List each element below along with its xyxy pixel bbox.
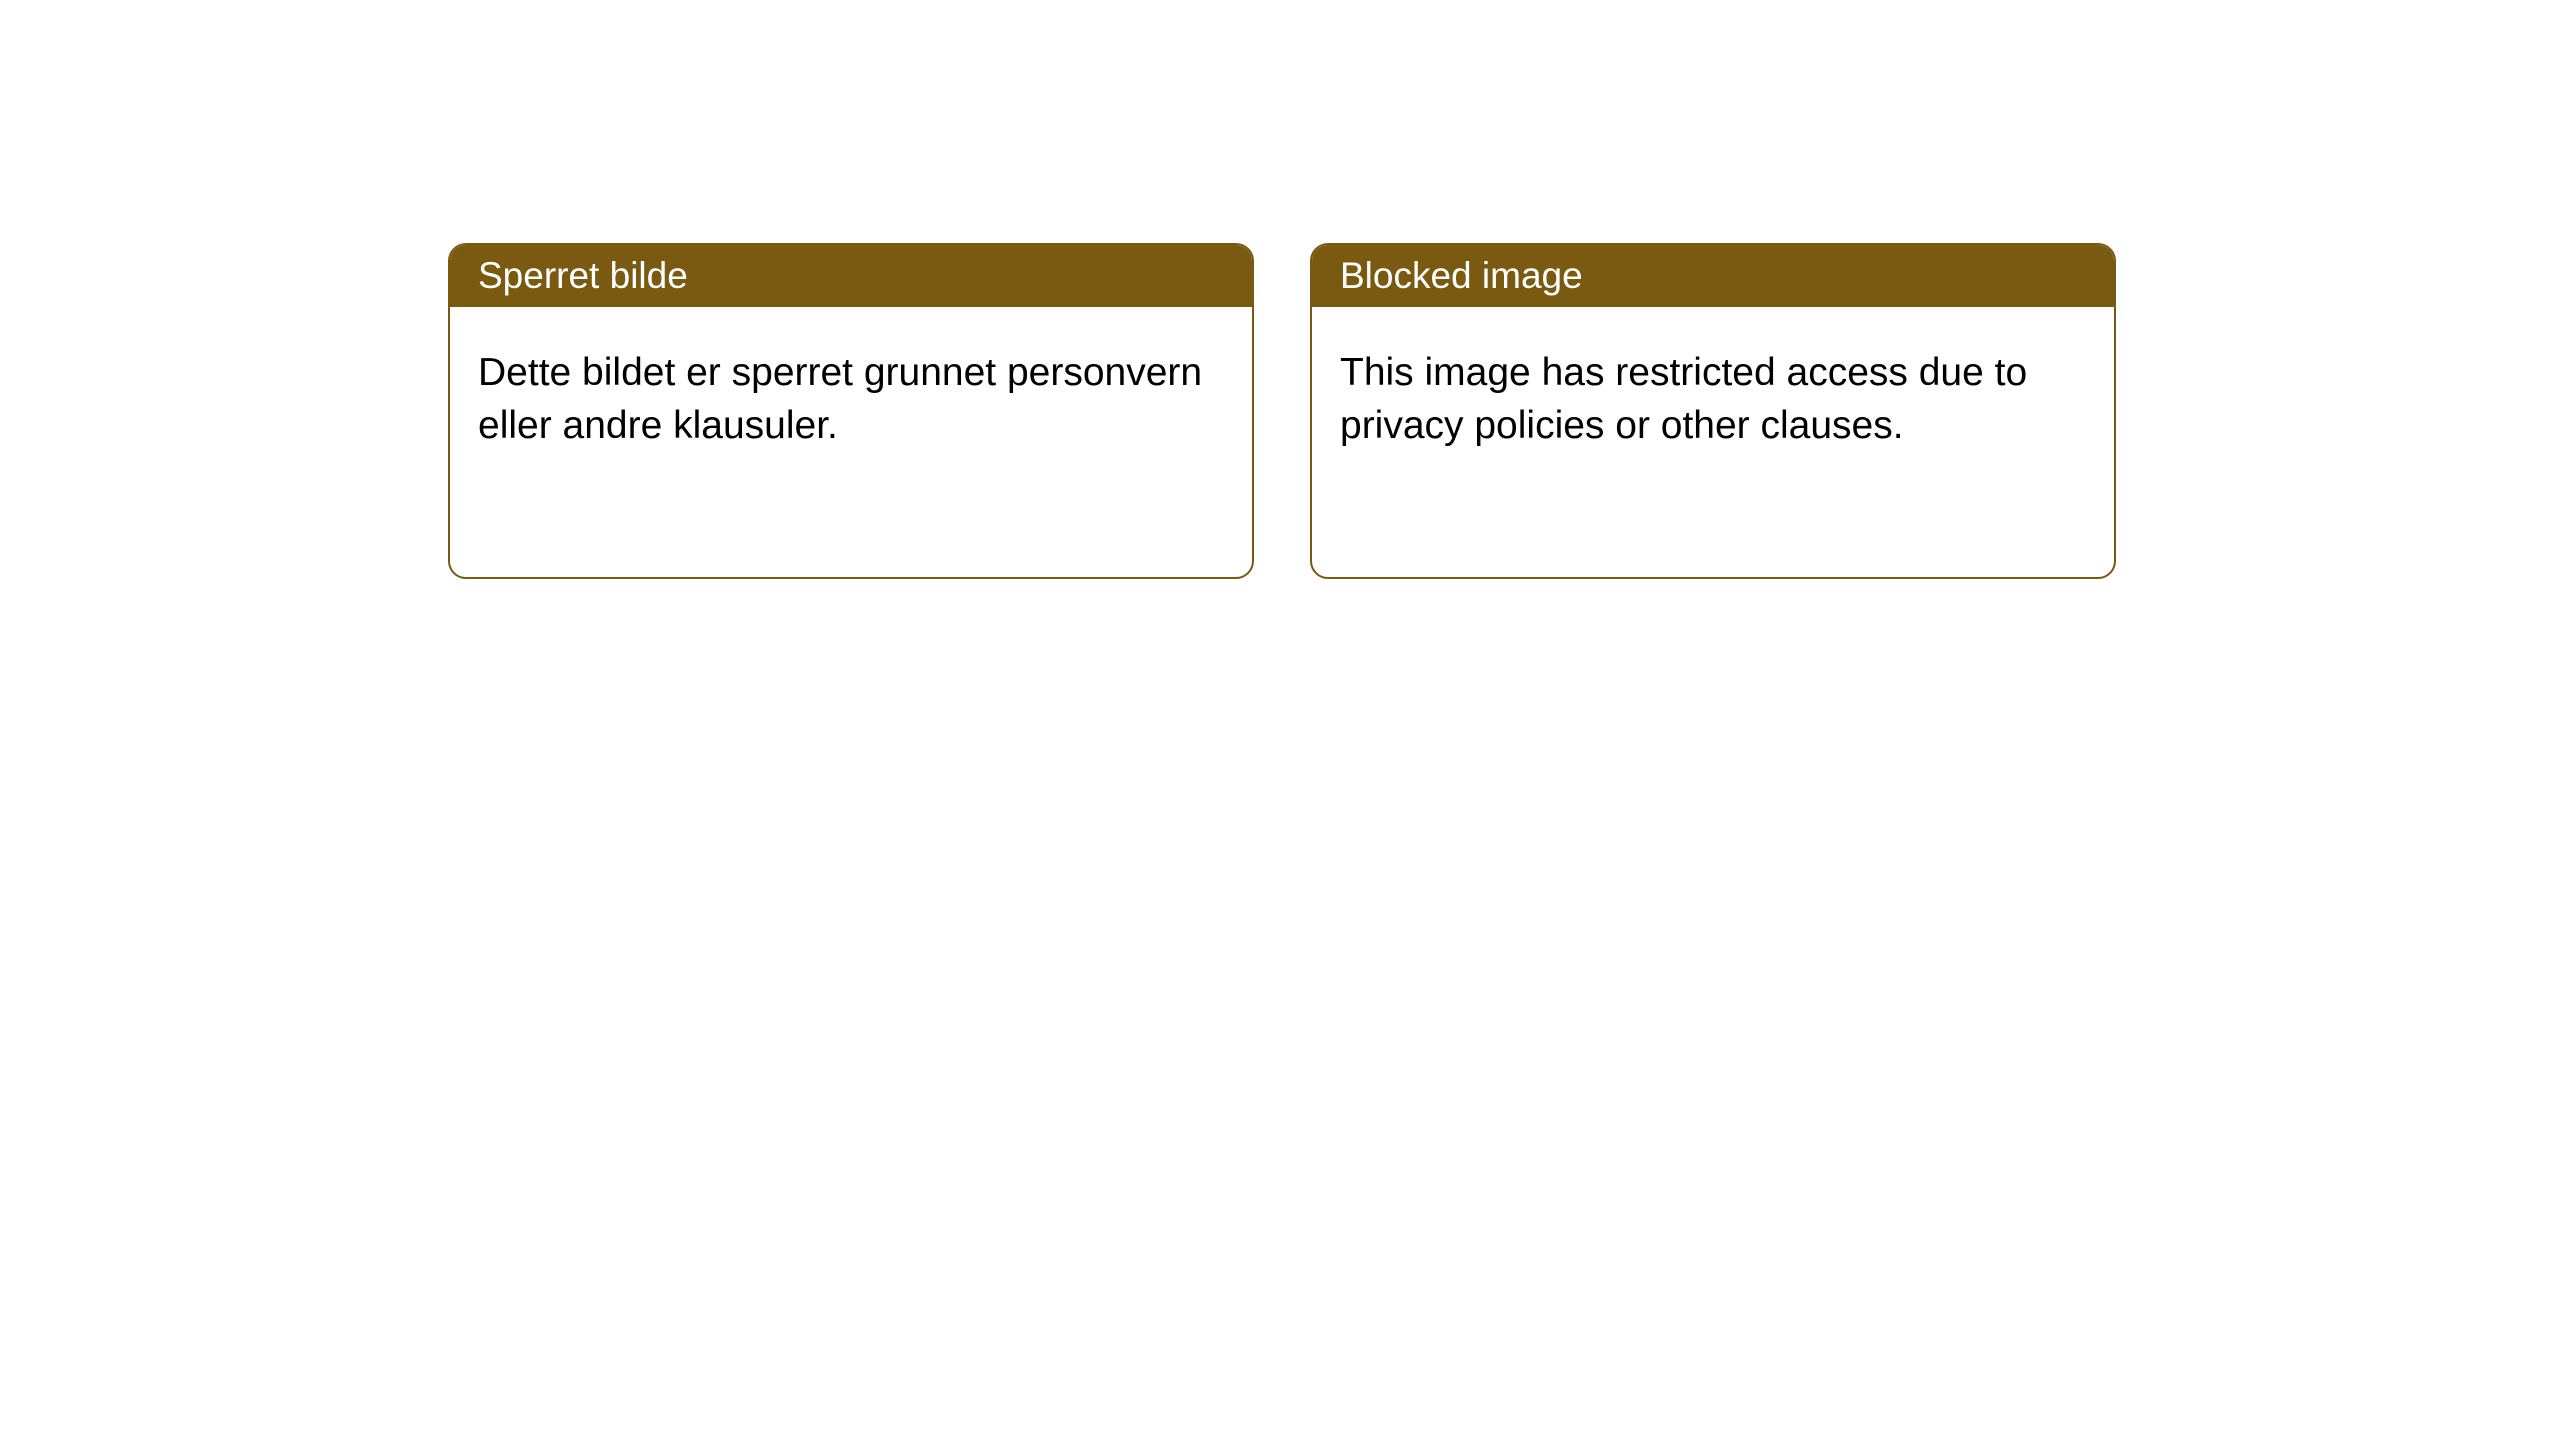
notice-container: Sperret bilde Dette bildet er sperret gr…	[448, 243, 2116, 579]
notice-body: This image has restricted access due to …	[1312, 307, 2114, 492]
notice-body-text: This image has restricted access due to …	[1340, 351, 2027, 447]
notice-title: Blocked image	[1340, 255, 1583, 296]
notice-header: Blocked image	[1312, 245, 2114, 307]
notice-card-norwegian: Sperret bilde Dette bildet er sperret gr…	[448, 243, 1254, 579]
notice-body: Dette bildet er sperret grunnet personve…	[450, 307, 1252, 492]
notice-body-text: Dette bildet er sperret grunnet personve…	[478, 351, 1202, 447]
notice-title: Sperret bilde	[478, 255, 688, 296]
notice-card-english: Blocked image This image has restricted …	[1310, 243, 2116, 579]
notice-header: Sperret bilde	[450, 245, 1252, 307]
